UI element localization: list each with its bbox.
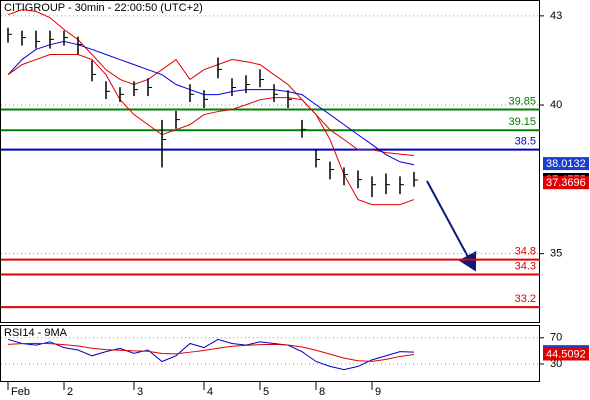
rsi-line [7, 338, 415, 371]
y-tick-label: 35 [550, 248, 562, 260]
value-box [543, 176, 589, 190]
rsi-title: RSI14 - 9MA [4, 327, 68, 339]
value-box-label: 38.0132 [546, 158, 586, 170]
level-label: 34.3 [515, 260, 536, 272]
value-box-label: 37.3696 [546, 177, 586, 189]
forecast-arrow [426, 180, 477, 272]
rsi-line [7, 342, 415, 362]
y-tick-label: 43 [550, 10, 562, 22]
price-panel [0, 0, 540, 323]
y-tick-label: 30 [550, 358, 562, 370]
value-box-label: 44.5092 [546, 348, 586, 360]
chart-title: CITIGROUP - 30min - 22:00:50 (UTC+2) [4, 2, 203, 14]
value-box [543, 157, 589, 171]
x-tick-label: 4 [207, 386, 213, 398]
level-label: 34.8 [515, 245, 536, 257]
x-tick-label: 2 [67, 386, 73, 398]
rsi-panel [0, 325, 540, 382]
level-label: 33.2 [515, 293, 536, 305]
y-tick-label: 70 [550, 332, 562, 344]
level-label: 39.15 [508, 116, 536, 128]
band-line [7, 40, 415, 166]
band-line [7, 54, 415, 206]
y-tick-label: 40 [550, 99, 562, 111]
x-tick-label: 9 [375, 386, 381, 398]
x-tick-label: 5 [263, 386, 269, 398]
level-label: 39.85 [508, 95, 536, 107]
level-label: 38.5 [515, 136, 536, 148]
x-tick-label: 8 [319, 386, 325, 398]
value-box [543, 347, 589, 361]
band-line [7, 9, 415, 157]
x-tick-label: 3 [137, 386, 143, 398]
x-tick-label: Feb [11, 386, 30, 398]
